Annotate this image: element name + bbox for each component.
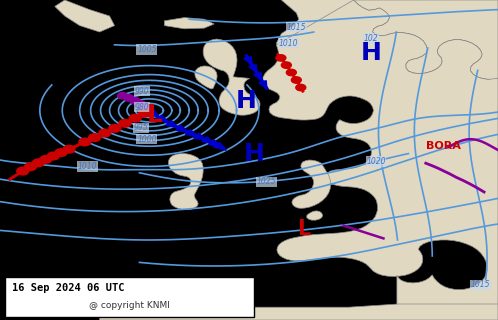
Circle shape — [286, 69, 296, 76]
Circle shape — [138, 109, 150, 117]
Polygon shape — [254, 73, 262, 81]
Polygon shape — [354, 0, 498, 79]
Text: 980: 980 — [134, 103, 149, 112]
Circle shape — [32, 159, 44, 167]
Text: L: L — [297, 219, 310, 239]
Circle shape — [118, 92, 127, 99]
Text: L: L — [221, 287, 232, 305]
Circle shape — [124, 95, 133, 101]
Circle shape — [296, 84, 306, 91]
Text: 102: 102 — [364, 34, 378, 43]
Circle shape — [89, 134, 101, 141]
Text: BORA: BORA — [426, 140, 461, 151]
Circle shape — [130, 98, 140, 104]
Polygon shape — [263, 0, 498, 310]
Text: 1010: 1010 — [77, 162, 97, 171]
Circle shape — [55, 149, 67, 156]
Polygon shape — [168, 154, 203, 210]
Circle shape — [40, 156, 52, 163]
Polygon shape — [209, 140, 222, 147]
Text: 1025: 1025 — [256, 177, 276, 186]
Polygon shape — [147, 109, 159, 117]
Polygon shape — [244, 57, 252, 65]
Text: @ copyright KNMI: @ copyright KNMI — [89, 301, 170, 310]
Text: 995: 995 — [133, 124, 148, 132]
Polygon shape — [176, 125, 189, 132]
Circle shape — [119, 119, 131, 127]
Circle shape — [281, 62, 291, 68]
Circle shape — [24, 163, 36, 171]
Polygon shape — [194, 133, 207, 140]
Polygon shape — [203, 39, 260, 115]
Circle shape — [99, 129, 111, 137]
Text: 16 Sep 2024 06 UTC: 16 Sep 2024 06 UTC — [12, 283, 125, 293]
Polygon shape — [276, 0, 391, 75]
Polygon shape — [307, 211, 323, 220]
Polygon shape — [249, 65, 257, 73]
Text: L: L — [146, 103, 162, 127]
Circle shape — [291, 77, 301, 83]
Circle shape — [63, 145, 75, 153]
Text: 1020: 1020 — [366, 157, 386, 166]
Circle shape — [79, 138, 91, 146]
Text: H: H — [236, 89, 257, 113]
Text: H: H — [244, 141, 264, 166]
Text: 1010: 1010 — [279, 39, 299, 48]
Polygon shape — [100, 301, 498, 320]
Polygon shape — [292, 160, 331, 208]
Circle shape — [129, 114, 141, 122]
FancyBboxPatch shape — [5, 277, 254, 317]
Text: 990: 990 — [134, 87, 149, 96]
Circle shape — [276, 55, 286, 61]
Polygon shape — [185, 130, 199, 137]
Text: 1015: 1015 — [286, 23, 306, 32]
Circle shape — [142, 105, 152, 111]
Polygon shape — [166, 121, 179, 128]
Polygon shape — [55, 0, 115, 32]
Polygon shape — [164, 18, 214, 29]
Circle shape — [17, 167, 29, 175]
Polygon shape — [156, 115, 168, 123]
Text: H: H — [361, 41, 381, 65]
Polygon shape — [202, 137, 215, 144]
Circle shape — [136, 101, 146, 108]
Circle shape — [109, 124, 121, 132]
Circle shape — [47, 152, 59, 160]
Polygon shape — [214, 143, 227, 150]
Polygon shape — [195, 66, 217, 89]
Text: 1015: 1015 — [471, 280, 491, 289]
Text: 1005: 1005 — [137, 45, 157, 54]
Polygon shape — [259, 81, 267, 89]
Text: 1000: 1000 — [137, 135, 157, 144]
